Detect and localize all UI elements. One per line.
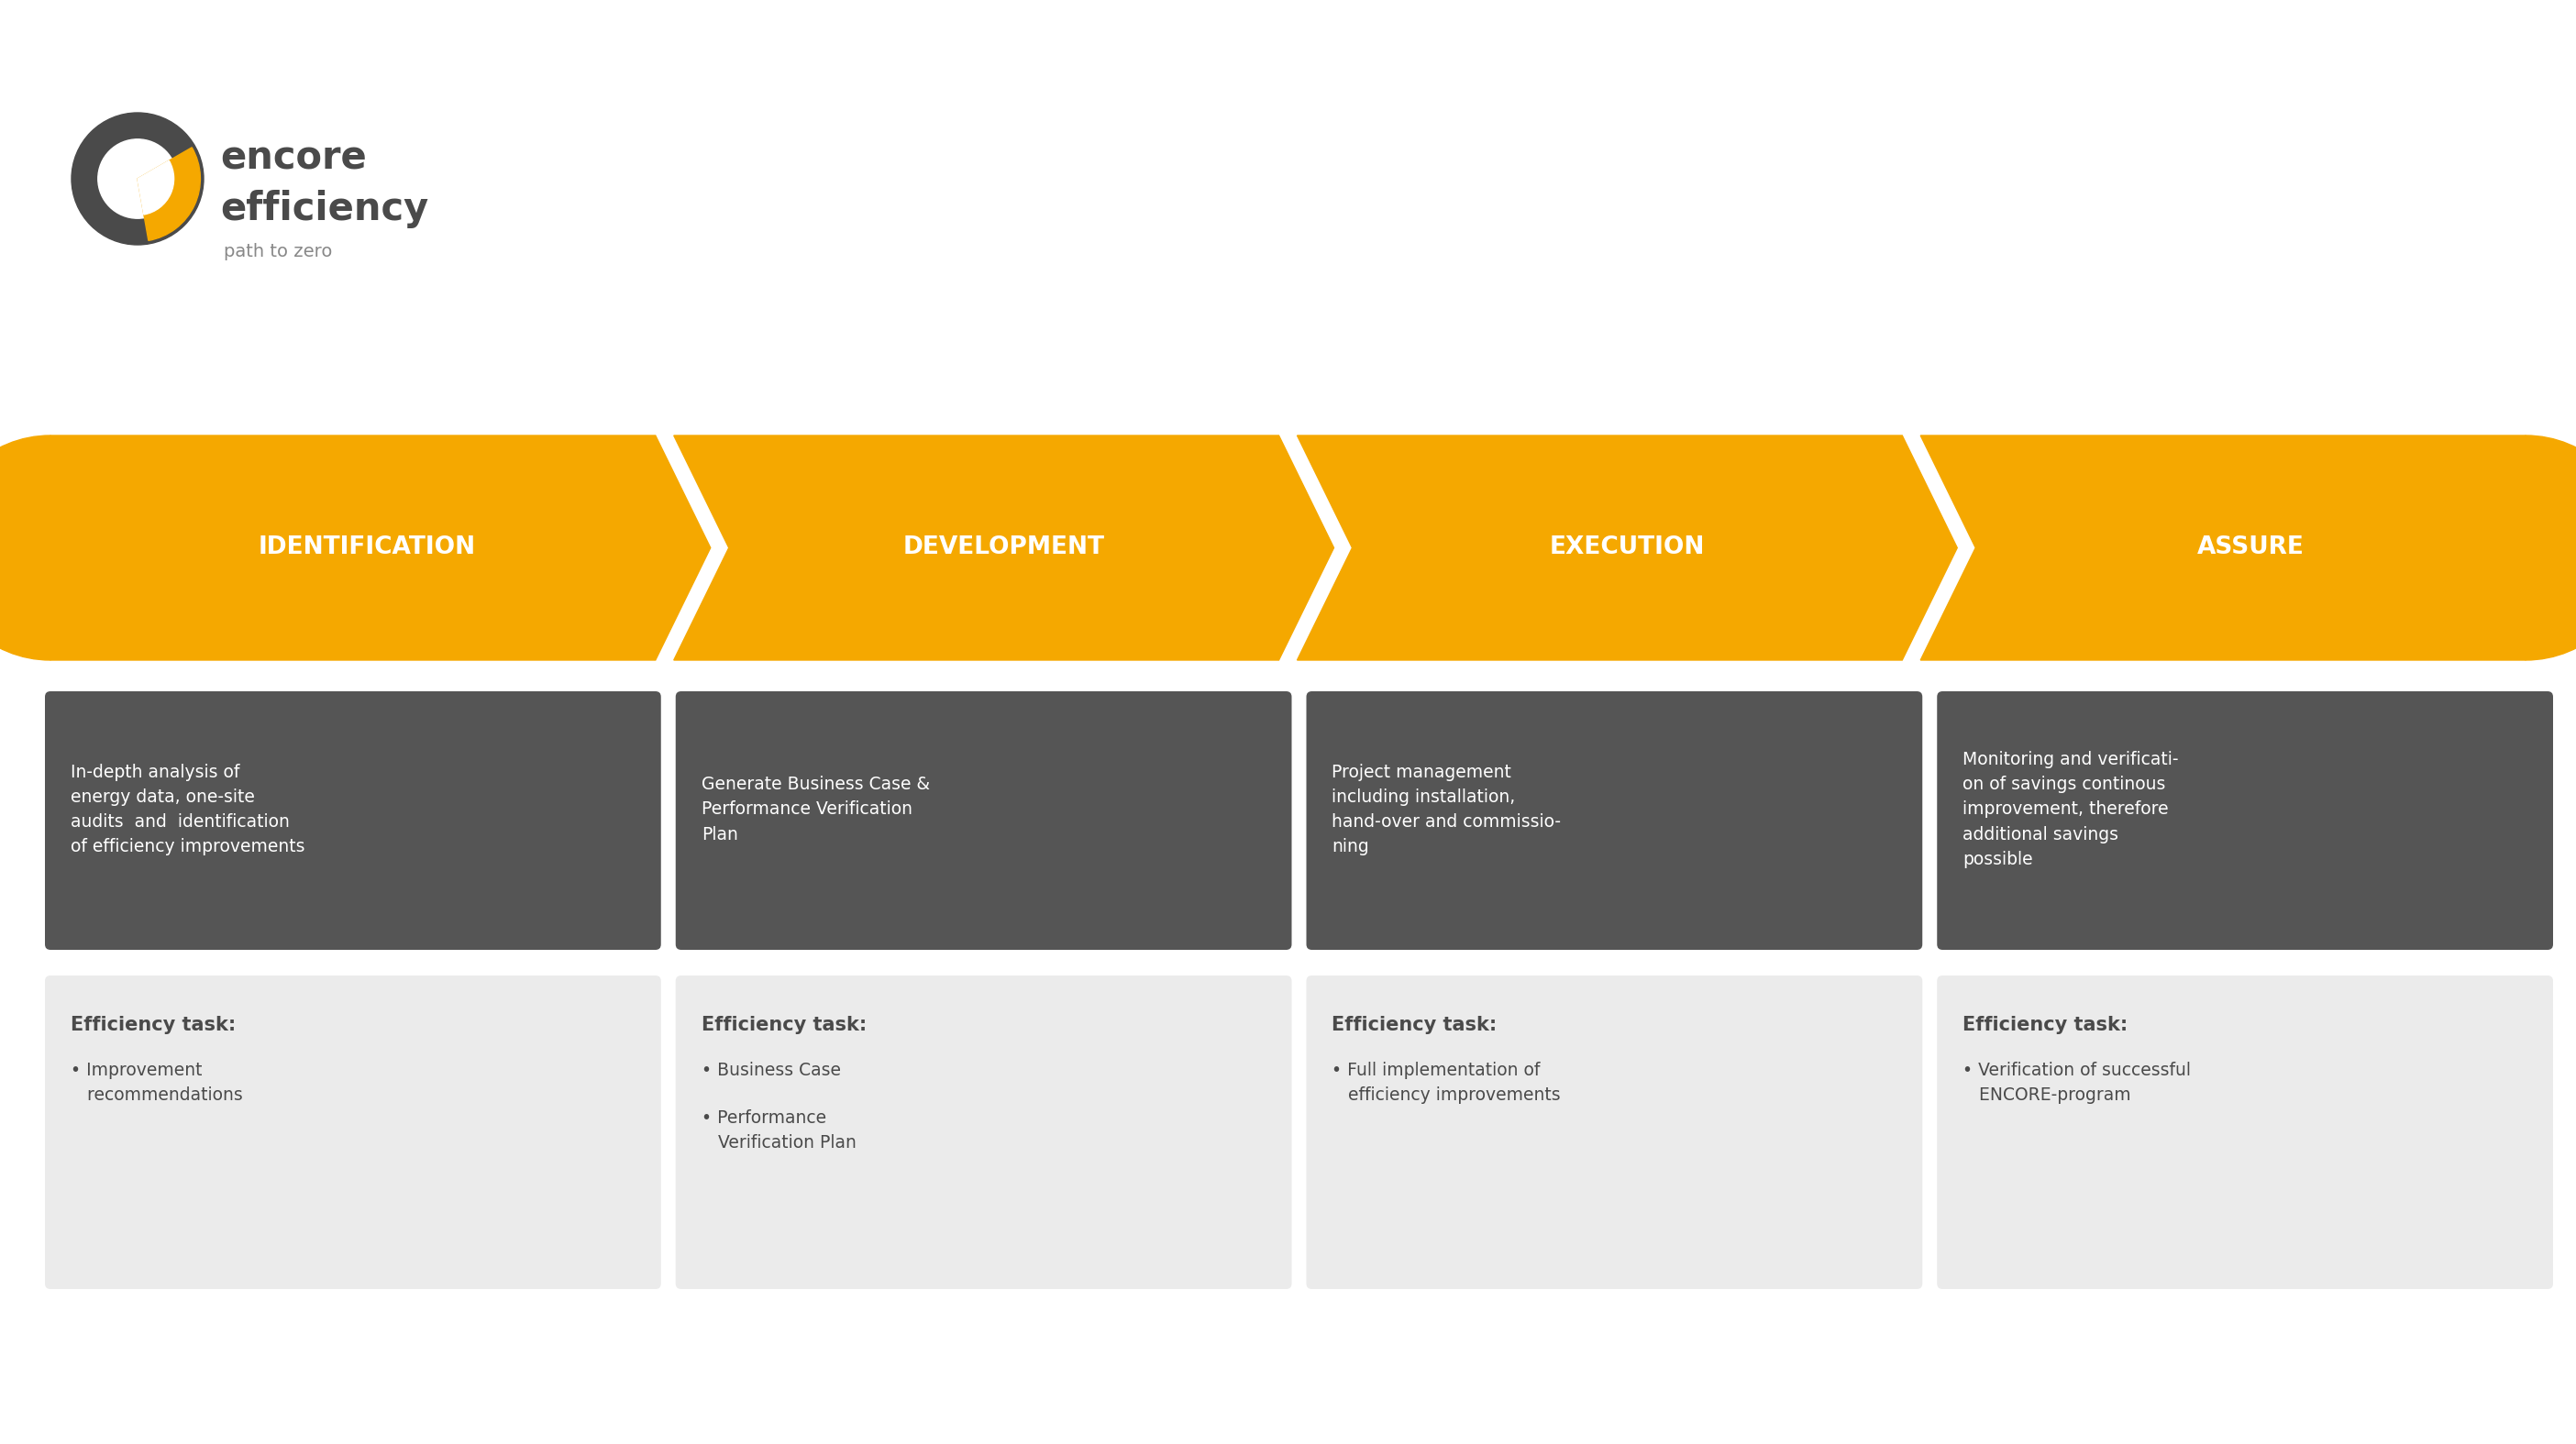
Text: Project management
including installation,
hand-over and commissio-
ning: Project management including installatio… [1332,764,1561,856]
FancyBboxPatch shape [44,692,662,950]
Text: • Verification of successful
   ENCORE-program: • Verification of successful ENCORE-prog… [1963,1061,2192,1105]
Polygon shape [52,436,711,660]
FancyBboxPatch shape [1306,976,1922,1289]
Wedge shape [137,147,201,241]
Text: • Full implementation of
   efficiency improvements: • Full implementation of efficiency impr… [1332,1061,1561,1105]
Text: Monitoring and verificati-
on of savings continous
improvement, therefore
additi: Monitoring and verificati- on of savings… [1963,751,2179,868]
Text: • Improvement
   recommendations: • Improvement recommendations [70,1061,242,1105]
Text: path to zero: path to zero [224,244,332,261]
Polygon shape [1298,436,1958,660]
Polygon shape [1922,436,2524,660]
Text: Efficiency task:: Efficiency task: [1332,1015,1497,1034]
Text: EXECUTION: EXECUTION [1551,536,1705,560]
FancyBboxPatch shape [675,976,1291,1289]
FancyBboxPatch shape [1937,976,2553,1289]
Text: • Business Case: • Business Case [701,1061,840,1079]
Text: Efficiency task:: Efficiency task: [701,1015,866,1034]
Wedge shape [2524,436,2576,660]
Text: Generate Business Case &
Performance Verification
Plan: Generate Business Case & Performance Ver… [701,775,930,843]
Wedge shape [137,160,173,215]
FancyBboxPatch shape [44,976,662,1289]
Text: Efficiency task:: Efficiency task: [70,1015,237,1034]
Text: In-depth analysis of
energy data, one-site
audits  and  identification
of effici: In-depth analysis of energy data, one-si… [70,764,304,856]
Text: efficiency: efficiency [219,189,428,228]
Text: • Performance
   Verification Plan: • Performance Verification Plan [701,1109,855,1152]
Circle shape [98,139,178,218]
FancyBboxPatch shape [1306,692,1922,950]
Text: encore: encore [219,140,366,178]
Polygon shape [675,436,1334,660]
Text: Efficiency task:: Efficiency task: [1963,1015,2128,1034]
Text: DEVELOPMENT: DEVELOPMENT [904,536,1105,560]
FancyBboxPatch shape [1937,692,2553,950]
FancyBboxPatch shape [675,692,1291,950]
Text: ASSURE: ASSURE [2197,536,2303,560]
Text: IDENTIFICATION: IDENTIFICATION [258,536,477,560]
Circle shape [72,113,204,245]
Wedge shape [0,436,52,660]
